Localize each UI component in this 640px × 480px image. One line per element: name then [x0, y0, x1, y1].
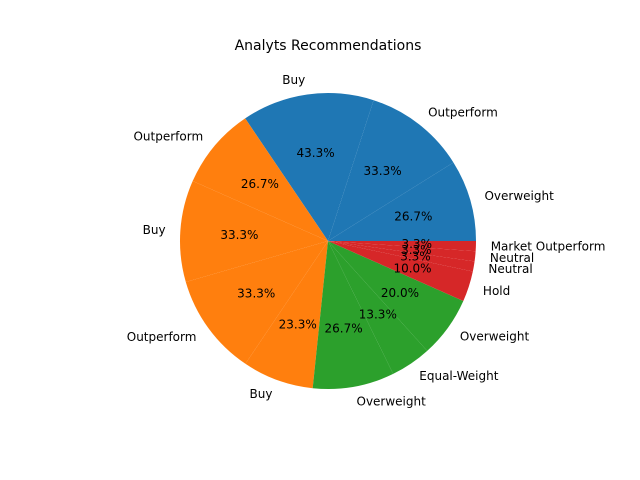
pie-slice [328, 100, 454, 241]
slice-percent-label: 33.3% [220, 228, 258, 242]
slice-label: Overweight [484, 189, 554, 203]
slice-label: Neutral [490, 251, 534, 265]
slice-percent-label: 33.3% [237, 286, 275, 300]
pie-slice [192, 118, 328, 241]
slice-percent-label: 26.7% [241, 177, 279, 191]
pie-slice [328, 241, 476, 262]
slice-label: Buy [143, 223, 166, 237]
slice-percent-label: 23.3% [279, 317, 317, 331]
slice-percent-label: 33.3% [364, 164, 402, 178]
pie-slices [180, 93, 476, 390]
slice-label: Outperform [127, 330, 197, 344]
pie-slice [328, 241, 464, 351]
pie-slice [328, 241, 476, 252]
chart-title: Analyts Recommendations [235, 38, 422, 54]
pie-slice [245, 241, 328, 389]
slice-percent-label: 3.3% [401, 237, 432, 251]
pie-slice [328, 241, 473, 301]
pie-slice [328, 241, 475, 272]
slice-label: Buy [282, 73, 305, 87]
slice-label: Market Outperform [491, 240, 606, 254]
pie-slice [180, 181, 328, 283]
slice-label: Outperform [428, 106, 498, 120]
slice-label: Outperform [133, 130, 203, 144]
pie-slice [245, 93, 374, 242]
slice-percent-label: 20.0% [381, 286, 419, 300]
slice-percent-label: 26.7% [394, 209, 432, 223]
slice-label: Hold [483, 284, 510, 298]
slice-label: Buy [250, 387, 273, 401]
slice-label: Overweight [460, 329, 530, 343]
slice-percent-label: 26.7% [324, 321, 362, 335]
pie-labels: Overweight 26.7% Outperform 33.3% Buy 43.3% Ou… [127, 73, 606, 408]
slice-label: Overweight [357, 394, 427, 408]
slice-percent-label: 43.3% [297, 146, 335, 160]
slice-percent-label: 3.3% [401, 243, 432, 257]
pie-slice [185, 241, 328, 364]
slice-percent-label: 10.0% [393, 261, 431, 275]
slice-label: Equal-Weight [419, 369, 498, 383]
slice-label: Neutral [488, 262, 532, 276]
pie-slice [328, 162, 476, 241]
pie-slice [328, 241, 428, 374]
slice-percent-label: 3.3% [400, 249, 431, 263]
slice-percent-label: 13.3% [359, 308, 397, 322]
pie-slice [312, 241, 394, 390]
